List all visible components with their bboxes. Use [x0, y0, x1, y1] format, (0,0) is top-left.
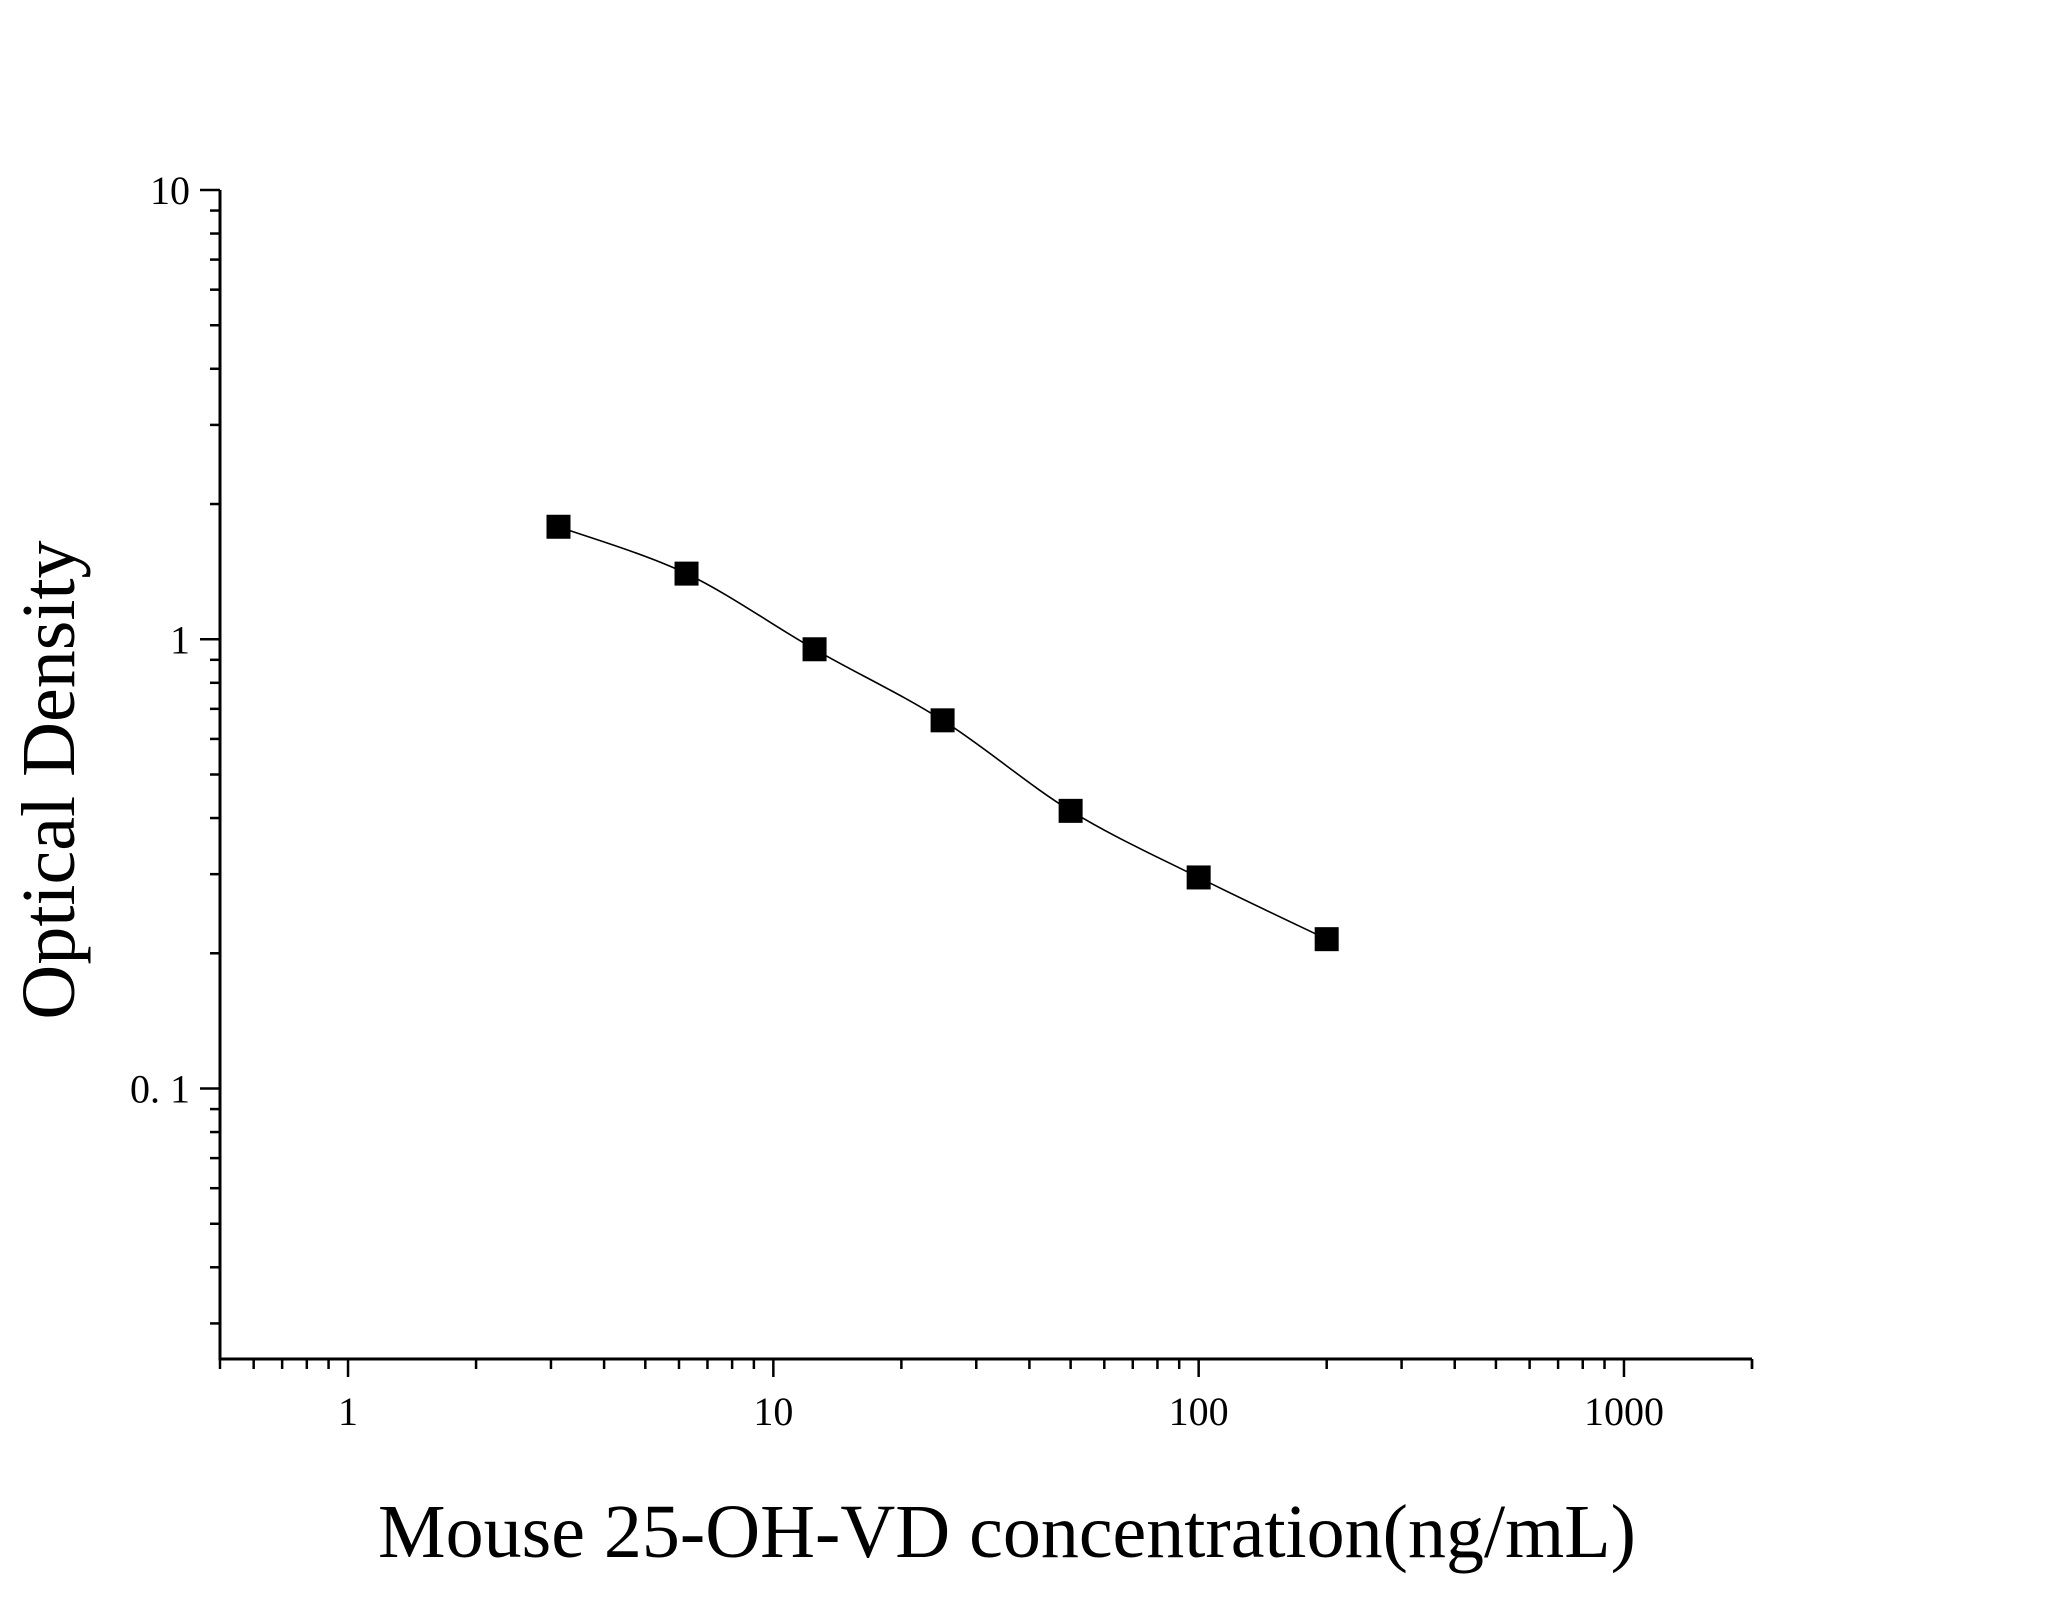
data-point — [546, 514, 571, 539]
axis-ticks — [200, 188, 1754, 1377]
x-axis-title: Mouse 25-OH-VD concentration(ng/mL) — [378, 1490, 1636, 1574]
y-tick-label: 10 — [150, 168, 190, 213]
y-tick-label: 0. 1 — [130, 1067, 190, 1112]
fit-curve-layer — [558, 526, 1328, 940]
x-tick-label: 100 — [1169, 1389, 1229, 1434]
x-tick-label: 1000 — [1584, 1389, 1664, 1434]
tick-labels: 1 10 100 1000 10 1 0. 1 — [130, 168, 1664, 1434]
axes — [218, 190, 1752, 1361]
data-point — [1314, 927, 1339, 952]
data-point — [674, 561, 699, 586]
x-tick-label: 1 — [338, 1389, 358, 1434]
data-point — [930, 708, 955, 733]
data-points — [546, 514, 1339, 952]
fit-curve — [558, 526, 1328, 940]
x-tick-label: 10 — [753, 1389, 793, 1434]
y-axis-title: Optical Density — [7, 540, 91, 1019]
data-point — [1186, 865, 1211, 890]
data-point — [802, 637, 827, 662]
data-point — [1058, 798, 1083, 823]
y-tick-label: 1 — [170, 617, 190, 662]
